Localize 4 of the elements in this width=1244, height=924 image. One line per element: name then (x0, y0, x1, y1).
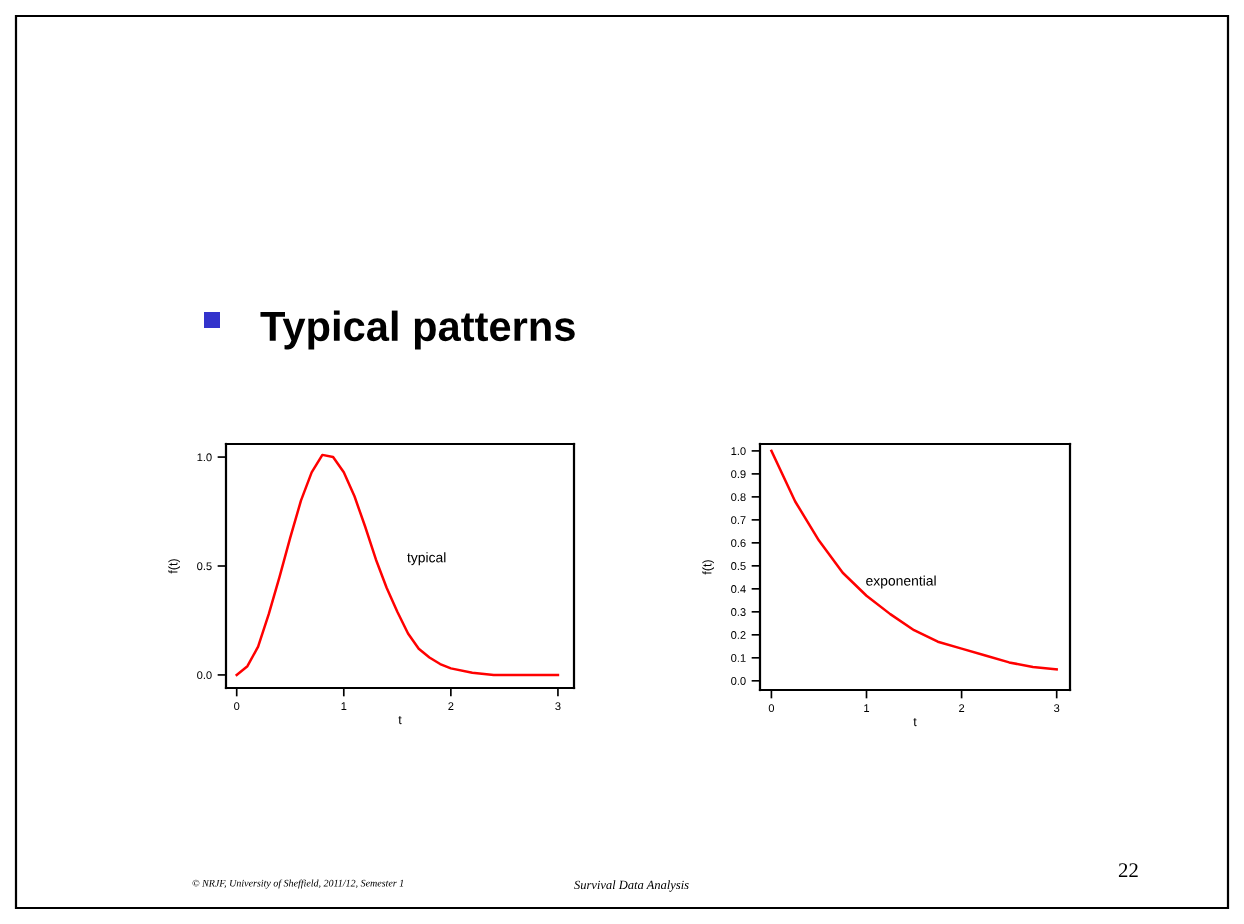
line-series (770, 449, 1058, 671)
chart-title: Typical patterns (260, 310, 575, 350)
line-series (235, 453, 560, 677)
text: 22 (1118, 863, 1138, 878)
